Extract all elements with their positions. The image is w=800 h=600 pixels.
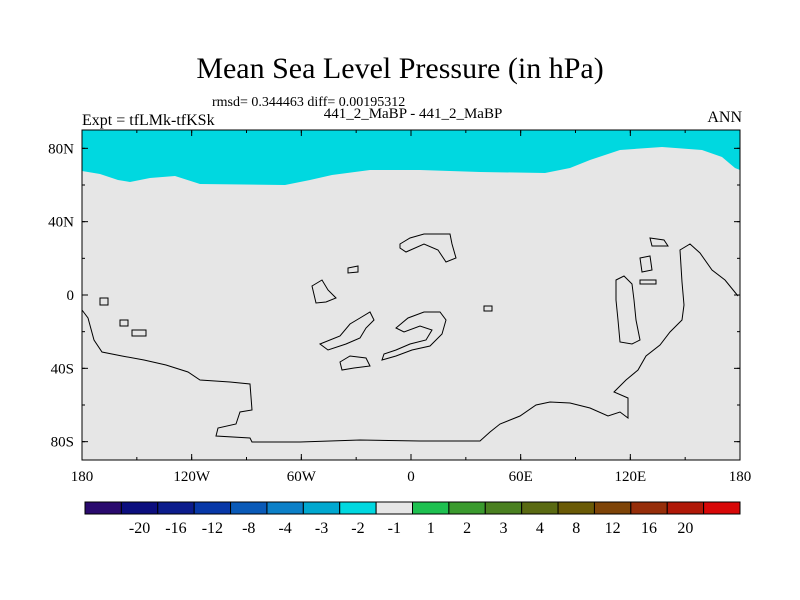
colorbar-swatch [266,501,304,515]
colorbar-label: -4 [278,520,291,537]
contour-line [649,237,669,247]
colorbar-swatch [193,501,232,515]
colorbar-label: 2 [463,520,471,537]
colorbar-label: -12 [202,520,223,537]
colorbar-swatch [230,501,268,515]
colorbar-swatch [84,501,122,515]
negative-anomaly-field [82,130,740,185]
colorbar-label: -20 [129,520,150,537]
colorbar-label: 16 [641,520,657,537]
colorbar-swatch [302,501,341,515]
contour-line [381,311,447,361]
x-tick-label: 60W [287,469,317,485]
contour-line [639,255,653,273]
contour-line [639,279,657,285]
contour-line [318,311,375,351]
contour-line [399,233,457,263]
colorbar-label: 4 [536,520,544,537]
colorbar-swatch [557,501,595,515]
season-label: ANN [707,109,742,126]
x-tick-label: 60E [509,469,533,485]
colorbar-swatch [703,501,741,515]
y-tick-label: 0 [67,288,75,304]
chart-title: Mean Sea Level Pressure (in hPa) [196,52,604,85]
colorbar-label: -16 [165,520,186,537]
experiment-label: Expt = tfLMk-tfKSk [82,112,215,129]
x-tick-label: 180 [729,469,752,485]
contour-line [483,305,493,312]
colorbar-swatch [120,501,159,515]
y-tick-label: 40N [48,215,74,231]
x-tick-label: 120W [173,469,211,485]
colorbar-label: 1 [427,520,435,537]
x-tick-label: 0 [407,469,415,485]
contour-line [131,329,147,337]
x-tick-label: 120E [614,469,646,485]
y-tick-label: 80S [51,435,74,451]
colorbar-label: 12 [605,520,621,537]
contour-line [81,243,739,443]
colorbar-label: -8 [242,520,255,537]
contour-line [99,297,109,306]
colorbar-swatch [630,501,668,515]
contour-line [339,355,371,371]
colorbar-label: 8 [572,520,580,537]
y-tick-label: 40S [51,361,74,377]
colorbar-swatch [339,501,377,515]
contour-line [311,279,337,304]
colorbar-label: -3 [315,520,328,537]
colorbar-swatch [412,501,450,515]
contour-line [615,275,641,345]
colorbar-swatch [157,501,195,515]
run-label: 441_2_MaBP - 441_2_MaBP [323,106,503,122]
colorbar-swatch [593,501,632,515]
stats-text: rmsd= 0.344463 diff= 0.00195312 [212,95,406,110]
colorbar-swatch [521,501,559,515]
neutral-field [82,130,740,460]
colorbar-swatch [448,501,486,515]
y-tick-label: 80N [48,141,74,157]
colorbar-swatch [484,501,523,515]
contour-lines [81,233,739,443]
colorbar-label: -1 [388,520,401,537]
x-tick-label: 180 [71,469,94,485]
colorbar-label: 3 [499,520,507,537]
colorbar-swatch [666,501,705,515]
colorbar-label: -2 [351,520,364,537]
contour-line [347,265,359,274]
colorbar-swatch [375,501,414,515]
contour-line [119,319,129,327]
colorbar-label: 20 [677,520,693,537]
